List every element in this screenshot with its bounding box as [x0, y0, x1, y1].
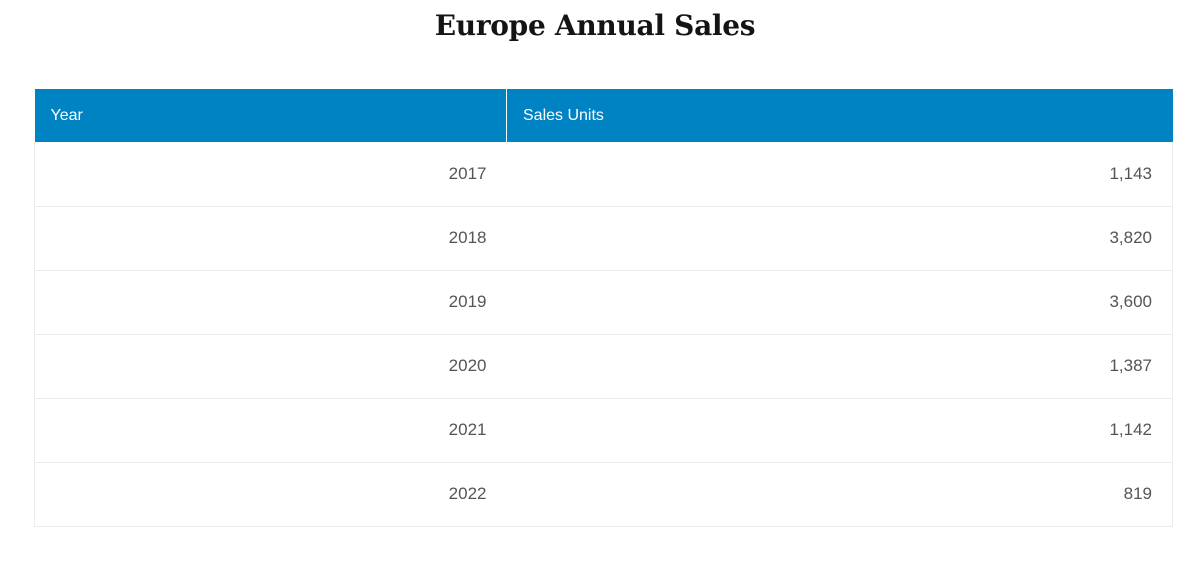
sales-units-cell: 1,142	[506, 398, 1173, 463]
sales-table: Year Sales Units 2017 1,143 2018 3,820 2019 3…	[34, 89, 1173, 527]
sales-units-cell: 1,143	[506, 142, 1173, 207]
table-row: 2020 1,387	[34, 334, 1173, 399]
table-body: 2017 1,143 2018 3,820 2019 3,600 2020 1,387 2021…	[34, 142, 1173, 527]
table-header-row: Year Sales Units	[34, 89, 1173, 142]
table-row: 2021 1,142	[34, 398, 1173, 463]
sales-units-cell: 3,600	[506, 270, 1173, 335]
year-cell: 2017	[34, 142, 507, 207]
sales-units-cell: 3,820	[506, 206, 1173, 271]
chart-title: Europe Annual Sales	[434, 9, 756, 42]
table-row: 2019 3,600	[34, 270, 1173, 335]
year-cell: 2019	[34, 270, 507, 335]
column-header-sales-units[interactable]: Sales Units	[506, 89, 1173, 142]
year-cell: 2022	[34, 462, 507, 527]
table-row: 2018 3,820	[34, 206, 1173, 271]
sales-units-cell: 819	[506, 462, 1173, 527]
sales-units-cell: 1,387	[506, 334, 1173, 399]
table-row: 2022 819	[34, 462, 1173, 527]
table-row: 2017 1,143	[34, 142, 1173, 207]
year-cell: 2020	[34, 334, 507, 399]
column-header-year[interactable]: Year	[34, 89, 507, 142]
year-cell: 2018	[34, 206, 507, 271]
year-cell: 2021	[34, 398, 507, 463]
